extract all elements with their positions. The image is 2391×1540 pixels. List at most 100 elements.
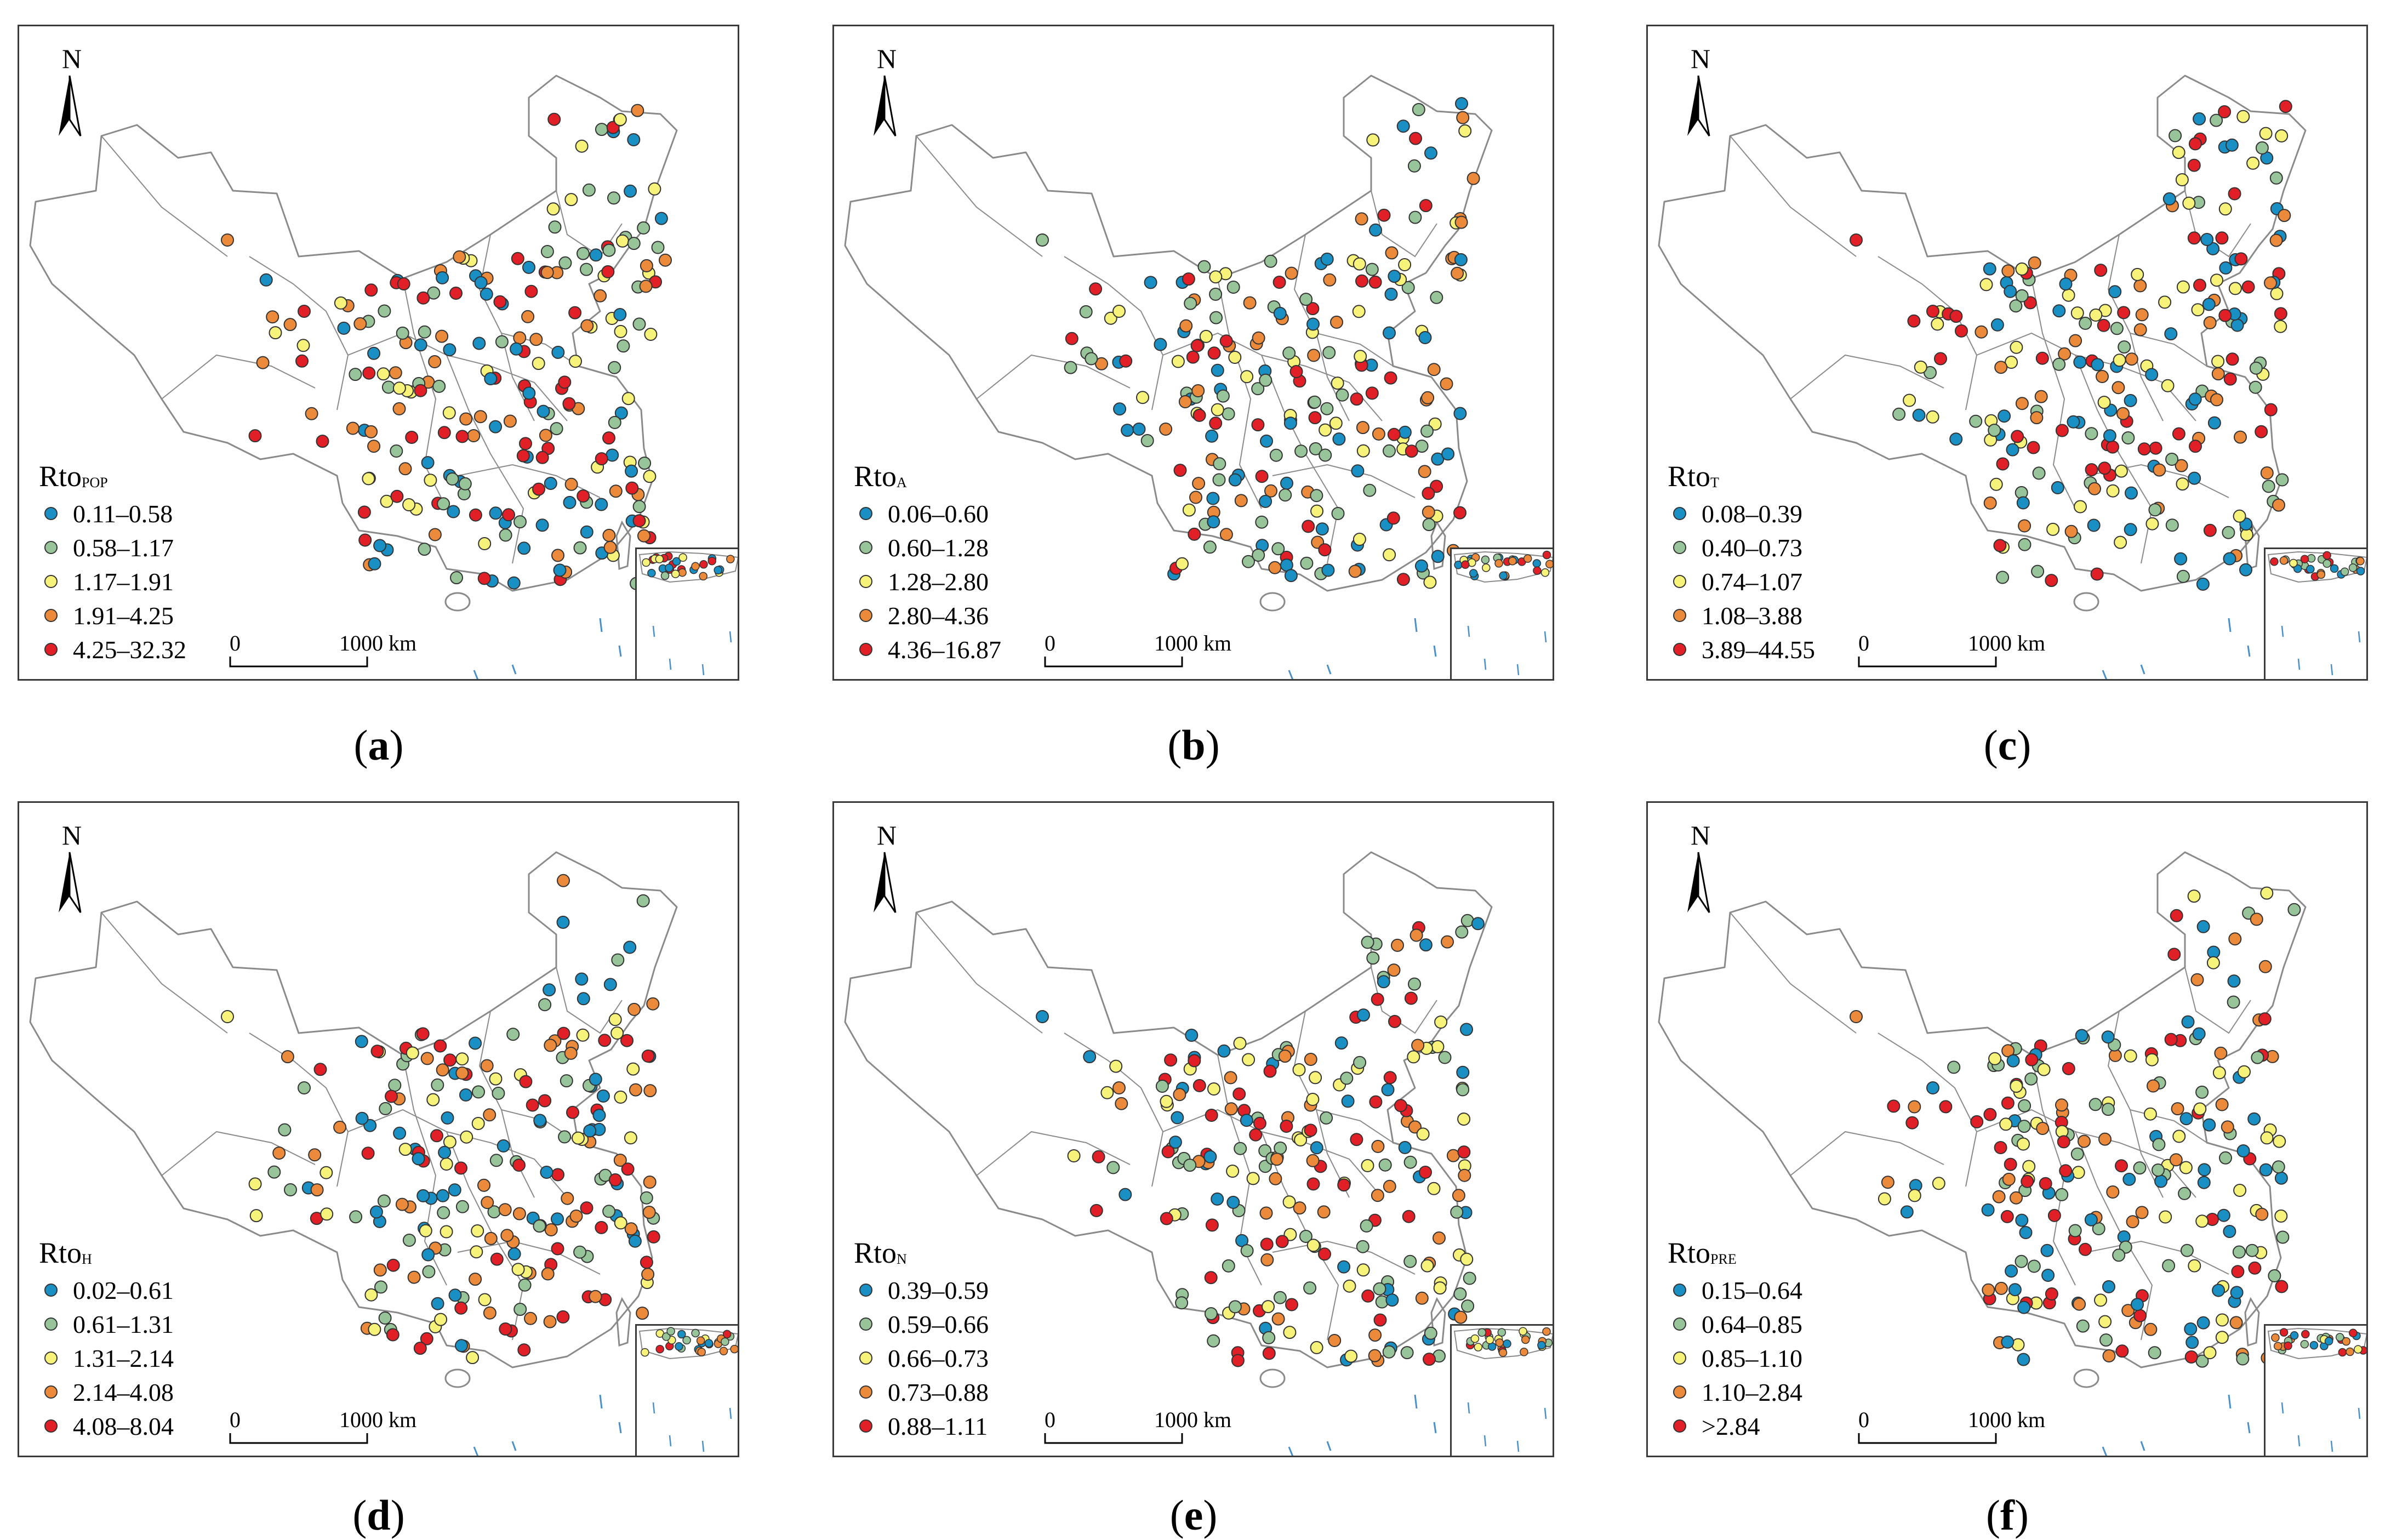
city-point xyxy=(1121,424,1134,437)
city-point xyxy=(1173,1088,1186,1102)
city-point xyxy=(569,1210,583,1223)
city-point xyxy=(2219,261,2233,275)
city-point xyxy=(1450,1205,1464,1219)
city-point xyxy=(573,1245,587,1259)
city-point xyxy=(2230,1286,2244,1299)
city-point xyxy=(2174,552,2188,566)
city-point xyxy=(1981,1203,1995,1217)
inset-dash-line xyxy=(669,1435,672,1447)
city-point xyxy=(2251,1051,2264,1064)
city-point xyxy=(1998,409,2011,423)
inset-city-point xyxy=(1470,1334,1480,1343)
city-point xyxy=(454,1301,468,1315)
city-point xyxy=(1251,418,1265,432)
city-point xyxy=(308,1148,322,1162)
legend-class-4: 2.80–4.36 xyxy=(854,598,1001,632)
city-point xyxy=(2239,563,2252,577)
city-point xyxy=(1273,1291,1287,1304)
inset-city-point xyxy=(719,1347,728,1356)
inset-dash-line xyxy=(2330,664,2333,676)
city-point xyxy=(2058,347,2072,361)
scale-bar-label: 1000 km xyxy=(1154,631,1232,655)
city-point xyxy=(646,997,660,1011)
city-point xyxy=(2169,1153,2183,1167)
city-point xyxy=(1427,1182,1441,1195)
city-point xyxy=(1240,1114,1253,1127)
city-point xyxy=(1431,452,1445,466)
city-point xyxy=(2112,1248,2126,1262)
taiwan-island xyxy=(2244,1297,2260,1347)
city-point xyxy=(1455,925,1469,939)
city-point xyxy=(2200,233,2214,246)
city-point xyxy=(1458,124,1472,138)
inset-city-point xyxy=(697,1348,706,1356)
dash-line xyxy=(1288,1446,1294,1456)
city-point xyxy=(2212,1284,2225,1297)
dash-line xyxy=(511,1441,517,1451)
city-point xyxy=(1219,528,1233,541)
city-point xyxy=(1115,1097,1128,1110)
city-point xyxy=(1419,199,1433,213)
city-point xyxy=(1388,1014,1401,1028)
city-point xyxy=(2028,256,2041,270)
city-point xyxy=(2070,1147,2084,1161)
south-china-sea-inset xyxy=(1450,547,1553,679)
city-point xyxy=(1092,1150,1105,1163)
city-point xyxy=(1304,1053,1317,1066)
city-point xyxy=(1908,1100,1921,1114)
city-point xyxy=(621,392,635,406)
city-point xyxy=(367,440,381,453)
inset-city-point xyxy=(1523,554,1532,563)
city-point xyxy=(2133,1309,2147,1322)
city-point xyxy=(1036,1010,1049,1023)
city-point xyxy=(1260,1253,1274,1267)
city-point xyxy=(1369,1095,1383,1109)
city-point xyxy=(1418,331,1432,344)
city-point xyxy=(1320,252,1334,266)
city-point xyxy=(1926,1081,1939,1094)
province-boundary xyxy=(1790,354,1944,400)
north-arrow-icon xyxy=(1687,852,1710,913)
south-china-sea-inset xyxy=(635,547,738,679)
city-point xyxy=(428,528,442,541)
city-point xyxy=(1294,1133,1308,1147)
inset-city-point xyxy=(714,566,722,575)
city-point xyxy=(2101,1103,2115,1116)
city-point xyxy=(1983,262,1996,276)
city-point xyxy=(1260,434,1273,448)
city-point xyxy=(2027,1259,2041,1273)
city-point xyxy=(416,1027,430,1041)
dash-line xyxy=(2228,618,2232,632)
city-point xyxy=(2145,368,2159,381)
legend-dot-icon xyxy=(859,1419,872,1433)
city-point xyxy=(594,289,607,303)
legend-title: RtoA xyxy=(854,460,907,493)
city-point xyxy=(2233,1184,2247,1197)
city-point xyxy=(2180,1244,2194,1257)
city-point xyxy=(1207,346,1221,360)
city-point xyxy=(381,380,395,394)
city-point xyxy=(454,1161,467,1175)
city-point xyxy=(1900,1205,1914,1219)
city-point xyxy=(1400,1346,1414,1360)
city-point xyxy=(2259,127,2273,140)
city-point xyxy=(659,253,672,267)
city-point xyxy=(2192,1027,2206,1041)
north-arrow-label: N xyxy=(1691,43,1711,74)
city-point xyxy=(1377,975,1390,989)
city-point xyxy=(2125,486,2138,500)
city-point xyxy=(2030,411,2044,425)
city-point xyxy=(1460,1252,1474,1266)
city-point xyxy=(2018,538,2032,551)
city-point xyxy=(1355,212,1368,226)
city-point xyxy=(1294,444,1308,458)
city-point xyxy=(1317,1205,1331,1219)
city-point xyxy=(2015,262,2029,276)
city-point xyxy=(2133,1161,2147,1175)
city-point xyxy=(1240,1244,1254,1258)
inset-dash-line xyxy=(652,1402,655,1414)
legend-dot-icon xyxy=(859,507,872,520)
city-point xyxy=(1323,273,1337,287)
city-point xyxy=(2005,356,2018,369)
city-point xyxy=(2175,173,2189,186)
